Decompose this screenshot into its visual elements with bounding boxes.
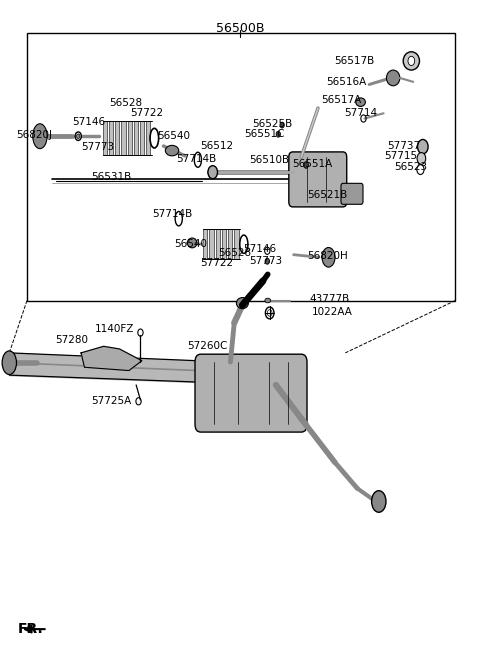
Ellipse shape — [237, 298, 248, 309]
Text: 56820J: 56820J — [16, 130, 52, 140]
Ellipse shape — [322, 247, 335, 267]
Text: 57773: 57773 — [81, 142, 114, 152]
Text: 56528: 56528 — [109, 98, 143, 108]
Text: 56540: 56540 — [157, 131, 191, 141]
Bar — [203, 229, 207, 259]
Text: 56517A: 56517A — [321, 95, 361, 105]
Ellipse shape — [372, 491, 386, 512]
Ellipse shape — [356, 98, 365, 106]
Text: 57773: 57773 — [249, 256, 282, 266]
Polygon shape — [81, 346, 142, 371]
Text: 56512: 56512 — [201, 141, 234, 151]
Text: 57722: 57722 — [201, 258, 234, 268]
Ellipse shape — [33, 124, 47, 149]
Text: 57737: 57737 — [388, 141, 421, 151]
Text: 57714B: 57714B — [176, 154, 216, 164]
Bar — [121, 121, 126, 155]
Text: 56500B: 56500B — [216, 22, 264, 35]
Ellipse shape — [304, 162, 309, 169]
Ellipse shape — [265, 298, 271, 303]
Ellipse shape — [76, 134, 80, 138]
FancyBboxPatch shape — [289, 152, 347, 207]
Text: 57725A: 57725A — [92, 396, 132, 405]
Text: 57146: 57146 — [72, 117, 106, 127]
Bar — [234, 229, 239, 259]
Ellipse shape — [276, 131, 280, 137]
Ellipse shape — [408, 56, 415, 66]
Bar — [209, 229, 214, 259]
Text: 56540: 56540 — [175, 239, 208, 249]
Bar — [109, 121, 113, 155]
Ellipse shape — [418, 140, 428, 154]
Ellipse shape — [280, 122, 284, 128]
Text: 43777B: 43777B — [310, 294, 350, 304]
Text: 56820H: 56820H — [307, 251, 348, 261]
Ellipse shape — [386, 70, 400, 86]
Text: 57146: 57146 — [243, 245, 276, 255]
Ellipse shape — [165, 146, 179, 156]
Bar — [140, 121, 144, 155]
Text: 57714B: 57714B — [152, 209, 192, 219]
Text: 56523: 56523 — [394, 162, 427, 172]
Text: 57280: 57280 — [55, 335, 88, 345]
Text: 56528: 56528 — [218, 248, 251, 258]
FancyBboxPatch shape — [341, 183, 363, 204]
Ellipse shape — [403, 52, 420, 70]
Bar — [228, 229, 232, 259]
Bar — [134, 121, 138, 155]
Bar — [103, 121, 107, 155]
Bar — [222, 229, 226, 259]
Bar — [128, 121, 132, 155]
Bar — [146, 121, 151, 155]
Text: 56525B: 56525B — [252, 119, 293, 129]
Ellipse shape — [187, 238, 197, 248]
Text: 1022AA: 1022AA — [312, 307, 352, 318]
Text: 56510B: 56510B — [250, 155, 290, 165]
Ellipse shape — [2, 351, 16, 375]
Text: 57260C: 57260C — [187, 341, 228, 352]
Bar — [27, 33, 456, 300]
Text: 57714: 57714 — [345, 108, 378, 117]
Bar — [115, 121, 120, 155]
FancyBboxPatch shape — [195, 354, 307, 432]
Text: 57715: 57715 — [384, 152, 418, 161]
Text: 56521B: 56521B — [307, 190, 347, 200]
Bar — [216, 229, 220, 259]
Ellipse shape — [417, 153, 426, 165]
Text: FR.: FR. — [17, 622, 43, 636]
Text: 57722: 57722 — [130, 108, 163, 118]
Text: 56551C: 56551C — [245, 129, 285, 139]
Text: 1140FZ: 1140FZ — [95, 324, 134, 335]
Text: 56551A: 56551A — [293, 159, 333, 169]
Ellipse shape — [265, 258, 269, 264]
Text: 56516A: 56516A — [326, 77, 366, 87]
Ellipse shape — [208, 166, 217, 178]
Text: 56517B: 56517B — [334, 56, 374, 66]
Text: 56531B: 56531B — [92, 173, 132, 182]
